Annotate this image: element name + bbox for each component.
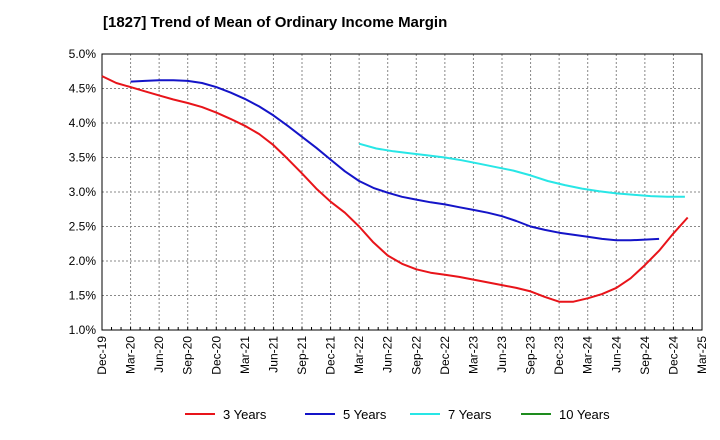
x-tick-label: Sep-22 <box>409 336 423 375</box>
x-tick-label: Dec-23 <box>552 336 566 375</box>
y-tick-label: 3.5% <box>69 151 97 165</box>
y-tick-label: 1.0% <box>69 323 97 337</box>
x-tick-label: Jun-21 <box>266 336 280 373</box>
legend-label: 7 Years <box>448 407 492 422</box>
x-tick-label: Dec-24 <box>666 336 680 375</box>
x-tick-label: Sep-24 <box>638 336 652 375</box>
y-tick-label: 1.5% <box>69 289 97 303</box>
x-tick-label: Dec-19 <box>95 336 109 375</box>
chart-title: [1827] Trend of Mean of Ordinary Income … <box>103 14 448 31</box>
x-tick-label: Mar-20 <box>124 336 138 374</box>
y-tick-label: 4.0% <box>69 116 97 130</box>
series-line-5-years <box>130 79 660 242</box>
x-tick-label: Mar-24 <box>581 336 595 374</box>
series-line-7-years <box>358 142 685 198</box>
y-tick-label: 2.5% <box>69 220 97 234</box>
legend-label: 3 Years <box>223 407 267 422</box>
series-line-3-years <box>101 75 689 303</box>
x-tick-label: Jun-22 <box>381 336 395 373</box>
x-tick-label: Sep-20 <box>181 336 195 375</box>
legend-label: 10 Years <box>559 407 610 422</box>
x-tick-label: Sep-21 <box>295 336 309 375</box>
x-tick-label: Jun-20 <box>152 336 166 373</box>
x-tick-label: Sep-23 <box>524 336 538 375</box>
x-tick-label: Jun-23 <box>495 336 509 373</box>
x-tick-label: Mar-21 <box>238 336 252 374</box>
y-tick-label: 5.0% <box>69 47 97 61</box>
x-tick-label: Mar-22 <box>352 336 366 374</box>
y-tick-label: 2.0% <box>69 254 97 268</box>
plot-frame <box>101 53 703 331</box>
y-tick-label: 3.0% <box>69 185 97 199</box>
x-tick-label: Dec-22 <box>438 336 452 375</box>
x-tick-label: Mar-23 <box>466 336 480 374</box>
x-tick-label: Dec-20 <box>209 336 223 375</box>
x-tick-label: Jun-24 <box>609 336 623 373</box>
x-tick-label: Dec-21 <box>324 336 338 375</box>
x-tick-label: Mar-25 <box>695 336 709 374</box>
y-tick-label: 4.5% <box>69 82 97 96</box>
legend-label: 5 Years <box>343 407 387 422</box>
